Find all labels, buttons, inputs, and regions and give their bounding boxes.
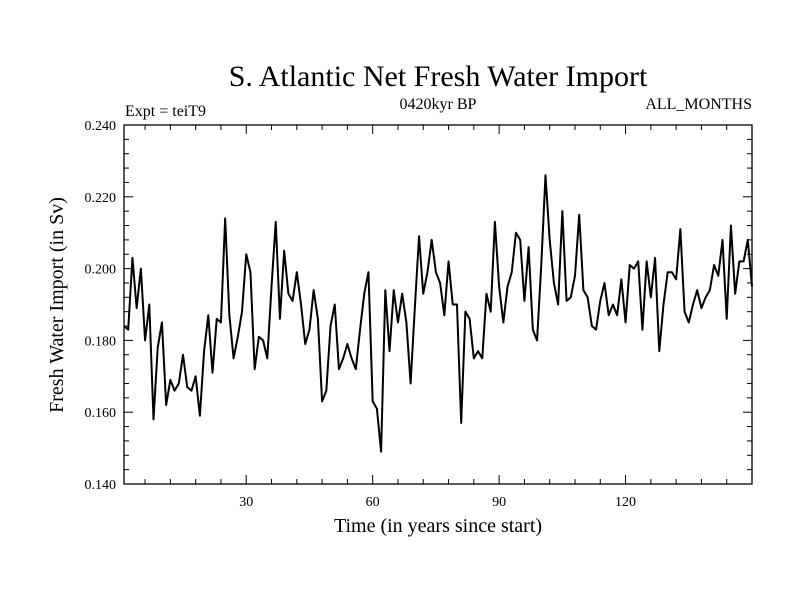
months-label: ALL_MONTHS: [645, 96, 752, 113]
x-tick-labels: 30 60 90 120: [239, 495, 636, 510]
experiment-label: Expt = teiT9: [125, 103, 206, 120]
x-axis-ticks: [144, 125, 728, 484]
chart-title: S. Atlantic Net Fresh Water Import: [229, 60, 648, 93]
y-axis-label: Fresh Water Import (in Sv): [46, 197, 68, 413]
x-tick-label: 90: [492, 495, 506, 510]
y-tick-label: 0.220: [85, 191, 117, 206]
y-tick-label: 0.200: [85, 263, 117, 278]
x-axis-label: Time (in years since start): [334, 515, 542, 537]
y-tick-label: 0.240: [85, 119, 117, 134]
x-tick-label: 60: [366, 495, 380, 510]
y-tick-label: 0.140: [85, 478, 117, 493]
y-tick-label: 0.160: [85, 406, 117, 421]
x-tick-label: 120: [615, 495, 636, 510]
data-series-line: [123, 174, 753, 453]
period-label: 0420kyr BP: [400, 96, 477, 113]
x-tick-label: 30: [239, 495, 253, 510]
y-tick-labels: 0.140 0.160 0.180 0.200 0.220 0.240: [85, 119, 117, 493]
plot-frame: [123, 124, 753, 485]
y-tick-label: 0.180: [85, 334, 117, 349]
